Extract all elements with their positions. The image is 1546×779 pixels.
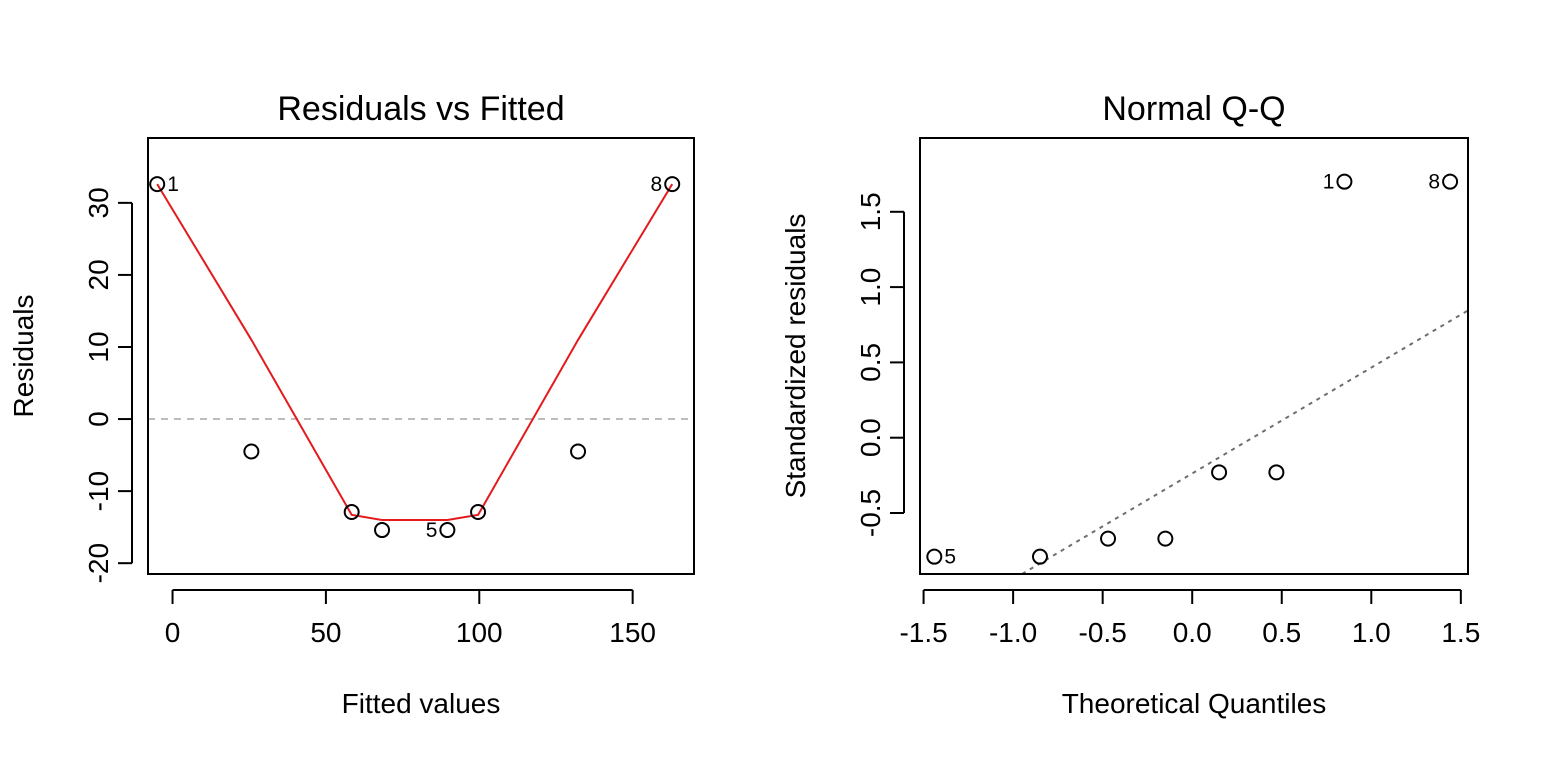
x-tick-label: 0: [165, 617, 181, 648]
y-tick-label: 0.0: [855, 418, 886, 457]
x-tick-label: 1.5: [1441, 617, 1480, 648]
smoother-line: [156, 183, 674, 521]
chart-title: Normal Q-Q: [1102, 90, 1285, 128]
data-point: [1442, 173, 1459, 190]
data-point: [570, 443, 587, 460]
plot-frame: [919, 137, 1469, 575]
x-tick-label: 50: [310, 617, 341, 648]
y-tick-label: 10: [83, 331, 114, 362]
y-tick-label: 1.0: [855, 268, 886, 307]
y-tick-label: 20: [83, 259, 114, 290]
x-tick-label: 0.5: [1262, 617, 1301, 648]
data-point: [343, 504, 360, 521]
normal-qq-panel: Normal Q-Q Theoretical Quantiles Standar…: [780, 90, 1480, 719]
point-label: 5: [944, 546, 956, 569]
plot-frame: [147, 137, 695, 575]
data-point: [470, 504, 487, 521]
x-tick-label: 150: [609, 617, 656, 648]
data-point: [243, 443, 260, 460]
y-tick-label: 0: [83, 411, 114, 427]
x-axis-label: Theoretical Quantiles: [1062, 688, 1327, 719]
y-axis-label: Standardized residuals: [780, 214, 811, 499]
data-point: [1100, 530, 1117, 547]
x-tick-label: 0.0: [1173, 617, 1212, 648]
data-point: [1031, 548, 1048, 565]
y-tick-label: -10: [83, 471, 114, 511]
y-tick-label: 0.5: [855, 343, 886, 382]
point-label: 1: [1323, 171, 1335, 194]
plot-area: 5 1 8 -1.5 -1.0 -0.5 0.0 0.5 1.0 1.5 -0.5 0.0 0.5 1.0…: [855, 137, 1480, 648]
y-tick-label: 1.5: [855, 192, 886, 231]
point-label: 5: [426, 519, 438, 542]
data-point: [374, 522, 391, 539]
y-tick-label: -20: [83, 543, 114, 583]
x-axis-label: Fitted values: [342, 688, 501, 719]
data-point: [439, 522, 456, 539]
point-label: 8: [1428, 171, 1440, 194]
x-tick-label: -1.5: [899, 617, 947, 648]
data-point: [926, 548, 943, 565]
x-tick-label: 1.0: [1352, 617, 1391, 648]
residuals-vs-fitted-panel: Residuals vs Fitted Fitted values Residu…: [8, 90, 695, 719]
point-label: 8: [651, 173, 663, 196]
reference-line: [1021, 309, 1468, 574]
y-tick-label: 30: [83, 187, 114, 218]
chart-title: Residuals vs Fitted: [277, 90, 564, 128]
x-tick-label: -1.0: [989, 617, 1037, 648]
data-point: [1268, 464, 1285, 481]
x-tick-label: -0.5: [1079, 617, 1127, 648]
point-label: 1: [167, 173, 179, 196]
data-point: [149, 176, 166, 193]
data-point: [1211, 464, 1228, 481]
x-tick-label: 100: [456, 617, 503, 648]
data-point: [1336, 173, 1353, 190]
data-point: [664, 176, 681, 193]
data-point: [1157, 530, 1174, 547]
y-axis-label: Residuals: [8, 295, 39, 418]
y-tick-label: -0.5: [855, 489, 886, 537]
plot-area: 1 5 8 0 50 100 150 -20 -10 0 10 20 30: [83, 137, 695, 648]
